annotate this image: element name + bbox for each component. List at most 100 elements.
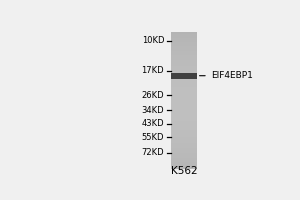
Bar [171, 94, 197, 95]
Bar [171, 164, 197, 165]
Bar [171, 95, 197, 96]
Bar [171, 143, 197, 144]
Bar [171, 33, 197, 34]
Bar [171, 118, 197, 119]
Bar [171, 68, 197, 69]
Bar [171, 54, 197, 55]
Bar [171, 49, 197, 50]
Bar [171, 63, 197, 64]
Bar [171, 157, 197, 158]
Bar [171, 34, 197, 35]
Bar [171, 133, 197, 134]
Bar [171, 105, 197, 106]
Bar [171, 81, 197, 82]
Bar [171, 75, 197, 76]
Bar [171, 129, 197, 130]
Bar [171, 100, 197, 101]
Bar [171, 64, 197, 65]
Bar [171, 135, 197, 136]
Bar [171, 141, 197, 142]
Text: 55KD: 55KD [142, 133, 164, 142]
Bar [171, 59, 197, 60]
Bar [171, 65, 197, 66]
Bar [171, 160, 197, 161]
Bar [171, 133, 197, 134]
Bar [171, 145, 197, 146]
Bar [171, 85, 197, 86]
Bar [171, 46, 197, 47]
Bar [171, 132, 197, 133]
Bar [171, 83, 197, 84]
Bar [171, 79, 197, 80]
Text: 34KD: 34KD [142, 106, 164, 115]
Bar [171, 115, 197, 116]
Bar [171, 107, 197, 108]
Bar [171, 89, 197, 90]
Bar [171, 97, 197, 98]
Bar [171, 165, 197, 166]
Bar [171, 122, 197, 123]
Bar [171, 154, 197, 155]
Bar [171, 37, 197, 38]
Bar [171, 104, 197, 105]
Bar [171, 111, 197, 112]
Bar [171, 127, 197, 128]
Bar [171, 32, 197, 33]
Bar [171, 159, 197, 160]
Bar [171, 80, 197, 81]
Bar [171, 147, 197, 148]
Bar [171, 87, 197, 88]
Text: 72KD: 72KD [142, 148, 164, 157]
Bar [171, 122, 197, 123]
Bar [171, 142, 197, 143]
Bar [171, 128, 197, 129]
Bar [171, 52, 197, 53]
Bar [171, 167, 197, 168]
Bar [171, 101, 197, 102]
Bar [171, 88, 197, 89]
Bar [171, 96, 197, 97]
Bar [171, 101, 197, 102]
Bar [171, 78, 197, 79]
Bar [171, 48, 197, 49]
Bar [171, 151, 197, 152]
Bar [171, 159, 197, 160]
Bar [171, 43, 197, 44]
Bar [171, 102, 197, 103]
Bar [171, 107, 197, 108]
Bar [171, 39, 197, 40]
Bar [171, 161, 197, 162]
Bar [171, 74, 197, 75]
Bar [171, 152, 197, 153]
Bar [171, 53, 197, 54]
Bar [171, 106, 197, 107]
Bar [171, 117, 197, 118]
Bar [171, 37, 197, 38]
Bar [171, 119, 197, 120]
Bar [171, 124, 197, 125]
Bar [171, 62, 197, 63]
Bar [171, 61, 197, 62]
Bar [171, 111, 197, 112]
Bar [171, 158, 197, 159]
Bar [171, 155, 197, 156]
Text: 10KD: 10KD [142, 36, 164, 45]
Bar [171, 117, 197, 118]
Bar [171, 148, 197, 149]
Text: EIF4EBP1: EIF4EBP1 [200, 71, 253, 80]
Bar [171, 168, 197, 169]
Text: K562: K562 [171, 166, 197, 176]
Bar [171, 112, 197, 113]
Bar [171, 143, 197, 144]
Bar [171, 155, 197, 156]
Bar [171, 103, 197, 104]
Bar [171, 67, 197, 68]
Bar [171, 84, 197, 85]
Bar [171, 125, 197, 126]
Bar [171, 90, 197, 91]
Bar [171, 48, 197, 49]
Bar [171, 32, 197, 33]
Bar [171, 42, 197, 43]
Bar [171, 80, 197, 81]
Bar [171, 73, 197, 79]
